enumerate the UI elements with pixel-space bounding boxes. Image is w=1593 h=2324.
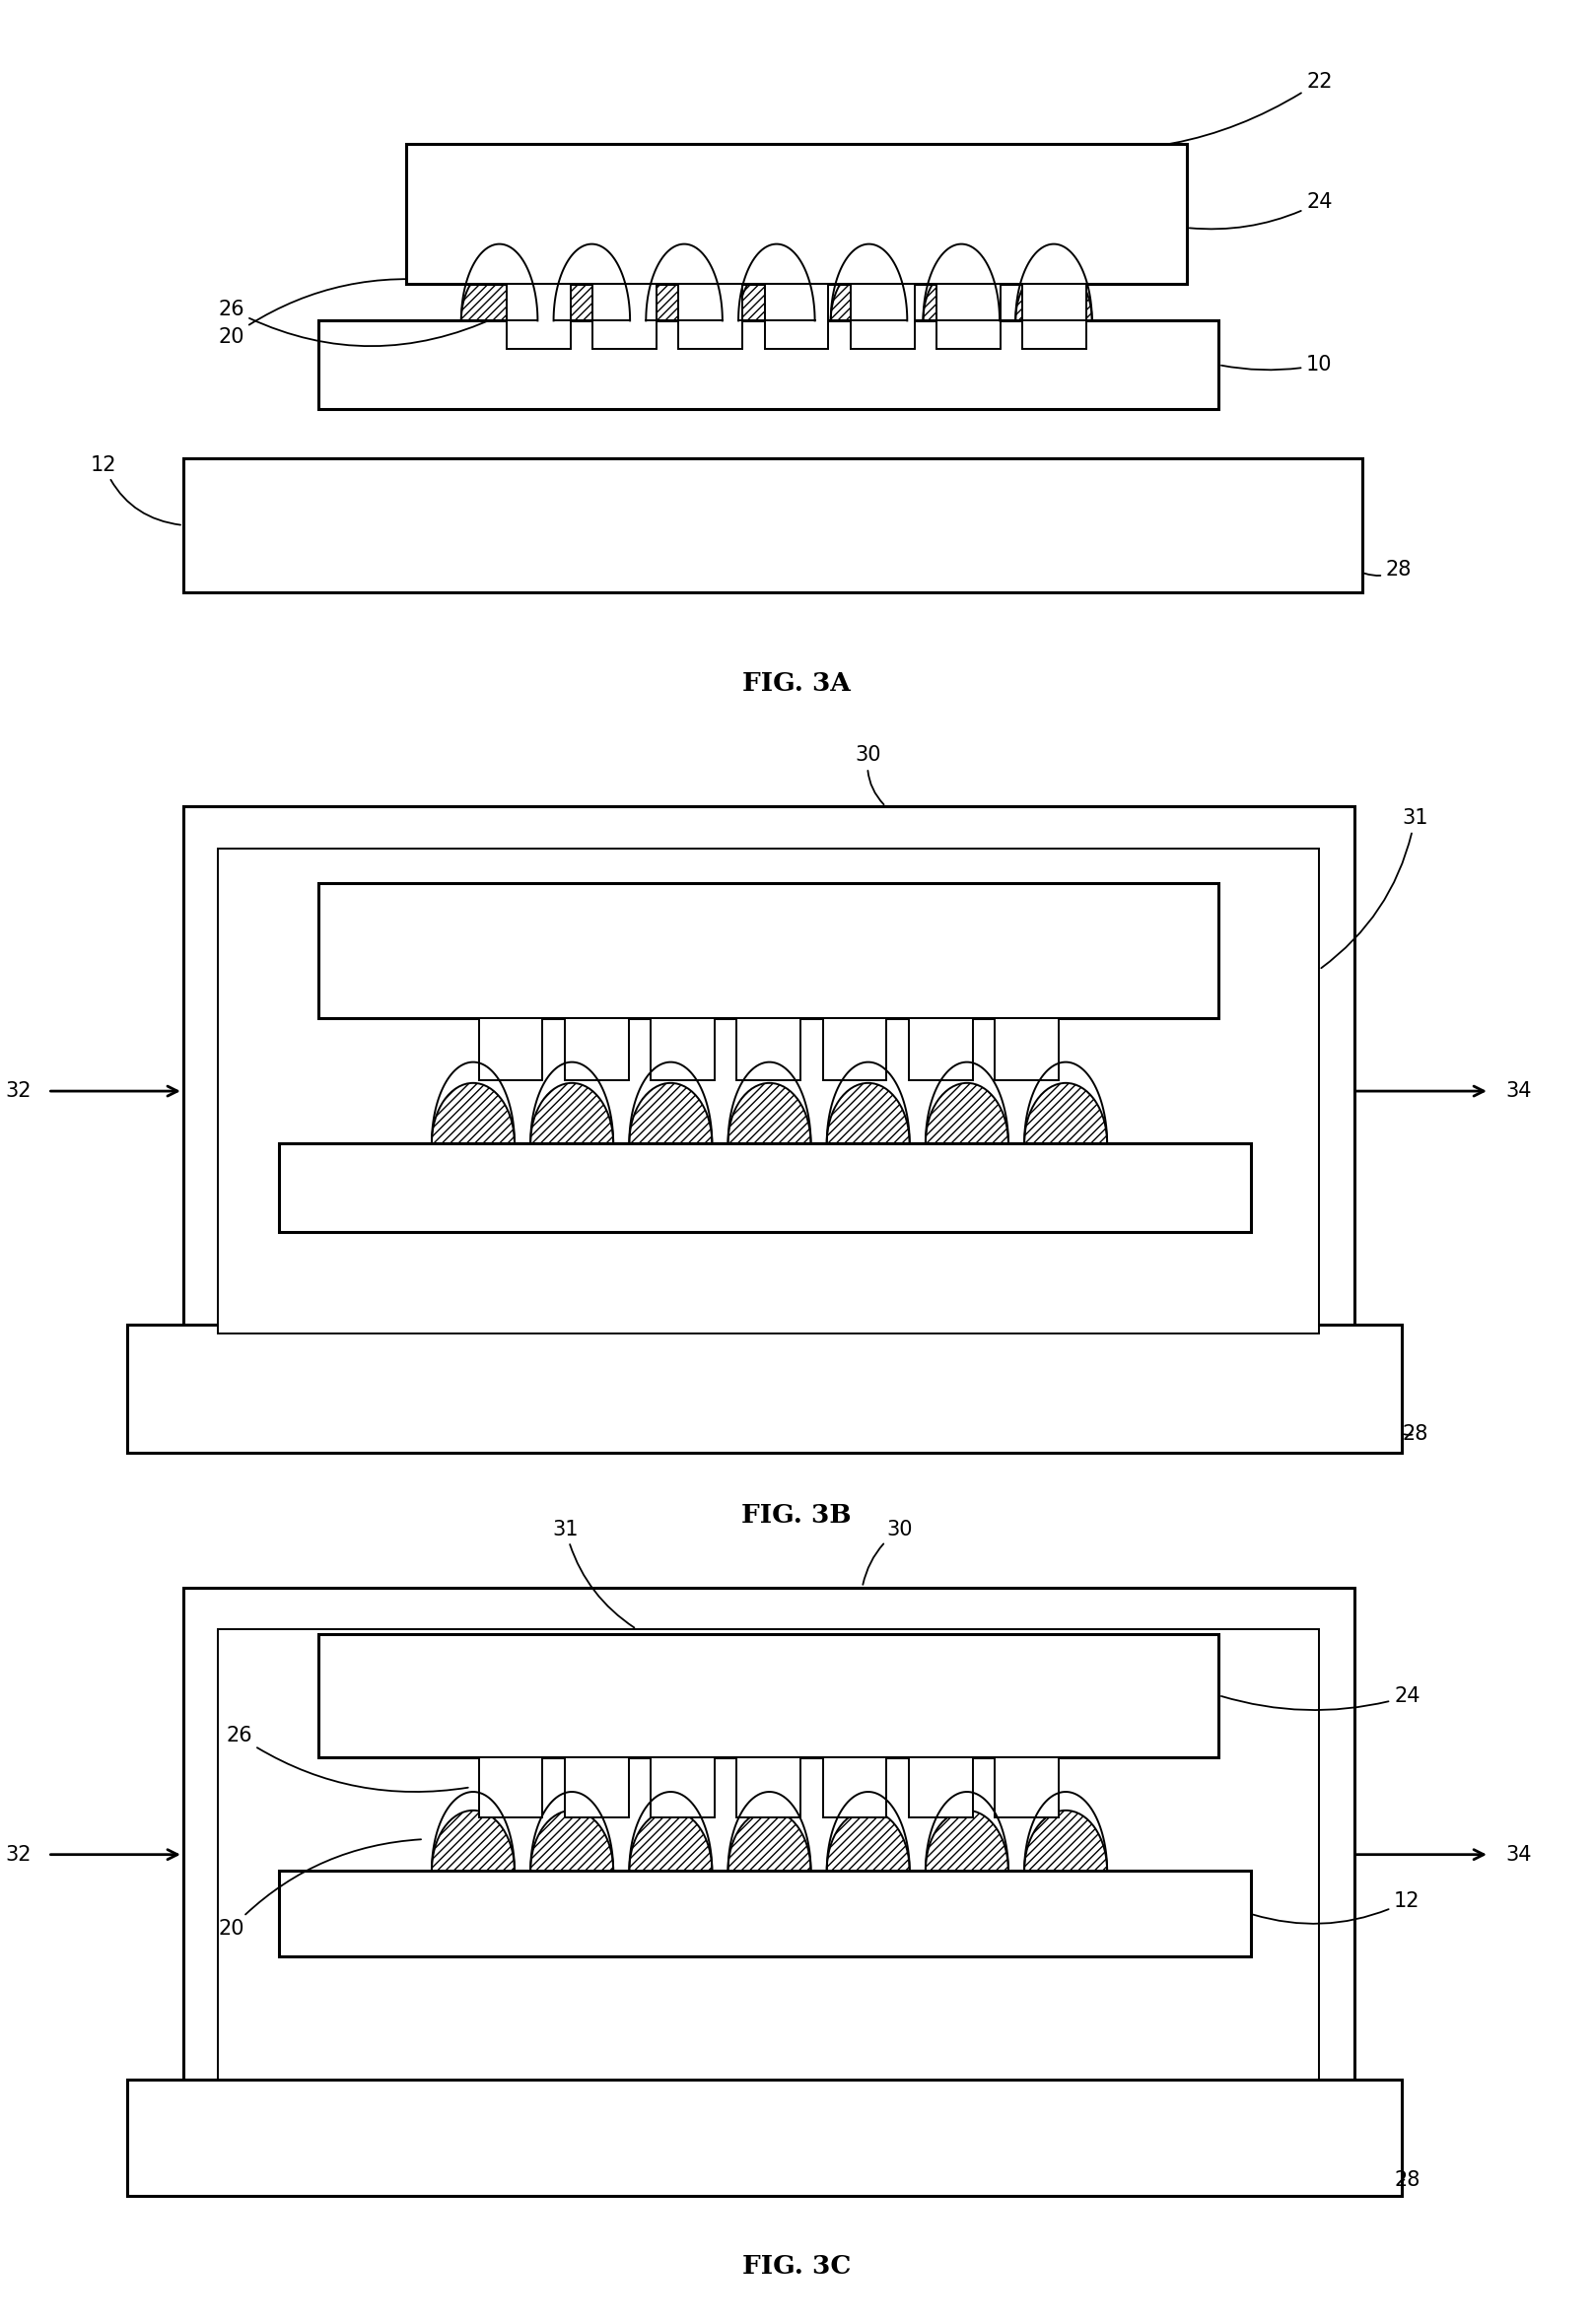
Text: 22: 22 bbox=[1034, 72, 1332, 151]
Text: 28: 28 bbox=[1402, 1425, 1427, 1443]
Bar bbox=[319, 321, 1219, 409]
Text: 31: 31 bbox=[553, 1520, 634, 1627]
Bar bbox=[127, 2080, 1402, 2196]
Bar bbox=[593, 284, 656, 349]
Bar bbox=[679, 284, 742, 349]
Bar bbox=[937, 284, 1000, 349]
Bar bbox=[908, 1018, 972, 1081]
Text: 34: 34 bbox=[1505, 1081, 1531, 1102]
Text: FIG. 3B: FIG. 3B bbox=[741, 1504, 852, 1527]
Wedge shape bbox=[647, 265, 723, 321]
Wedge shape bbox=[827, 1810, 910, 1871]
Bar bbox=[738, 1757, 801, 1817]
Text: 34: 34 bbox=[1505, 1845, 1531, 1864]
Text: 12: 12 bbox=[91, 456, 180, 525]
Bar bbox=[507, 284, 570, 349]
Text: 31: 31 bbox=[1321, 809, 1427, 969]
Text: 24: 24 bbox=[1190, 193, 1332, 230]
Text: 12: 12 bbox=[1254, 1892, 1419, 1924]
Wedge shape bbox=[728, 1810, 811, 1871]
Bar bbox=[218, 848, 1319, 1334]
Bar bbox=[765, 284, 828, 349]
Bar bbox=[908, 1757, 972, 1817]
Bar bbox=[994, 1018, 1059, 1081]
Bar bbox=[183, 458, 1362, 593]
Text: 30: 30 bbox=[855, 746, 884, 804]
Wedge shape bbox=[530, 1083, 613, 1143]
Bar bbox=[564, 1757, 628, 1817]
Wedge shape bbox=[432, 1083, 515, 1143]
Wedge shape bbox=[462, 265, 538, 321]
Bar bbox=[1023, 284, 1086, 349]
Bar bbox=[478, 1018, 542, 1081]
Bar bbox=[406, 144, 1187, 284]
Wedge shape bbox=[1024, 1810, 1107, 1871]
Text: 32: 32 bbox=[6, 1845, 32, 1864]
Text: 24: 24 bbox=[1222, 1687, 1419, 1710]
Bar bbox=[564, 1018, 628, 1081]
Bar bbox=[218, 1629, 1319, 2080]
Text: 28: 28 bbox=[1365, 560, 1411, 579]
Wedge shape bbox=[554, 265, 631, 321]
Bar bbox=[738, 1018, 801, 1081]
Wedge shape bbox=[924, 265, 1000, 321]
Text: 10: 10 bbox=[1222, 356, 1332, 374]
Wedge shape bbox=[827, 1083, 910, 1143]
Wedge shape bbox=[926, 1083, 1008, 1143]
Bar bbox=[279, 1143, 1251, 1232]
Text: 26: 26 bbox=[226, 1727, 468, 1792]
Bar bbox=[319, 1634, 1219, 1757]
Bar bbox=[319, 883, 1219, 1018]
Wedge shape bbox=[832, 265, 908, 321]
Text: 26: 26 bbox=[218, 300, 495, 346]
Text: 20: 20 bbox=[218, 279, 451, 346]
Wedge shape bbox=[926, 1810, 1008, 1871]
Wedge shape bbox=[629, 1810, 712, 1871]
Wedge shape bbox=[739, 265, 816, 321]
Text: 28: 28 bbox=[1394, 2171, 1419, 2189]
Text: FIG. 3A: FIG. 3A bbox=[742, 672, 851, 695]
Bar bbox=[127, 1325, 1402, 1452]
Bar bbox=[183, 806, 1354, 1376]
Wedge shape bbox=[1015, 265, 1093, 321]
Text: 32: 32 bbox=[6, 1081, 32, 1102]
Bar bbox=[822, 1757, 887, 1817]
Bar bbox=[279, 1871, 1251, 1957]
Text: 20: 20 bbox=[218, 1838, 421, 1938]
Wedge shape bbox=[728, 1083, 811, 1143]
Bar bbox=[478, 1757, 542, 1817]
Wedge shape bbox=[1024, 1083, 1107, 1143]
Wedge shape bbox=[432, 1810, 515, 1871]
Bar bbox=[994, 1757, 1059, 1817]
Bar bbox=[822, 1018, 887, 1081]
Text: FIG. 3C: FIG. 3C bbox=[742, 2254, 851, 2278]
Bar bbox=[851, 284, 914, 349]
Text: 30: 30 bbox=[863, 1520, 913, 1585]
Bar bbox=[650, 1018, 714, 1081]
Wedge shape bbox=[530, 1810, 613, 1871]
Wedge shape bbox=[629, 1083, 712, 1143]
Bar bbox=[183, 1587, 1354, 2122]
Bar bbox=[650, 1757, 714, 1817]
